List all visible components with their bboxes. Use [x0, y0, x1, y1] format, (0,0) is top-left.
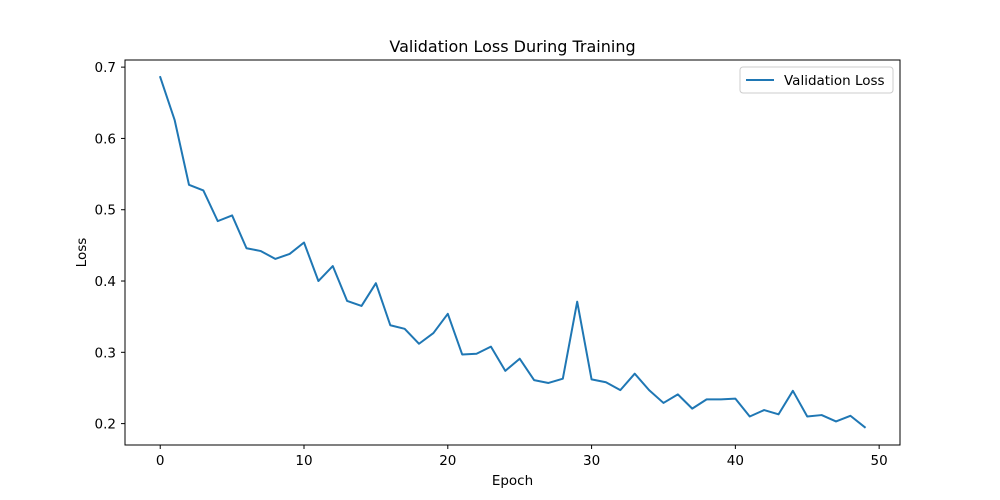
- plot-frame: [124, 59, 901, 446]
- y-tick-label: 0.6: [95, 131, 116, 147]
- x-axis-label: Epoch: [492, 473, 533, 489]
- x-tick-label: 20: [439, 453, 456, 469]
- legend: Validation Loss: [739, 66, 894, 94]
- y-tick-label: 0.4: [95, 274, 116, 290]
- x-tick-label: 10: [295, 453, 312, 469]
- y-tick-label: 0.3: [95, 345, 116, 361]
- x-axis: 0 10 20 30 40 50: [156, 445, 888, 469]
- x-tick-label: 40: [727, 453, 744, 469]
- plot-area: 0 10 20 30 40 50 0.2 0.3 0.4 0.5 0.6 0.7: [95, 59, 901, 469]
- legend-label: Validation Loss: [784, 73, 885, 89]
- y-tick-label: 0.7: [95, 60, 116, 76]
- y-tick-label: 0.2: [95, 417, 116, 433]
- legend-box: [739, 66, 894, 94]
- x-tick-label: 30: [583, 453, 600, 469]
- y-tick-label: 0.5: [95, 203, 116, 219]
- series-line-0: [158, 75, 867, 429]
- series-layer: [158, 75, 867, 429]
- y-axis: 0.2 0.3 0.4 0.5 0.6 0.7: [95, 60, 125, 433]
- chart-title: Validation Loss During Training: [389, 37, 635, 56]
- x-tick-label: 50: [871, 453, 888, 469]
- x-tick-label: 0: [156, 453, 165, 469]
- y-axis-label: Loss: [74, 238, 90, 268]
